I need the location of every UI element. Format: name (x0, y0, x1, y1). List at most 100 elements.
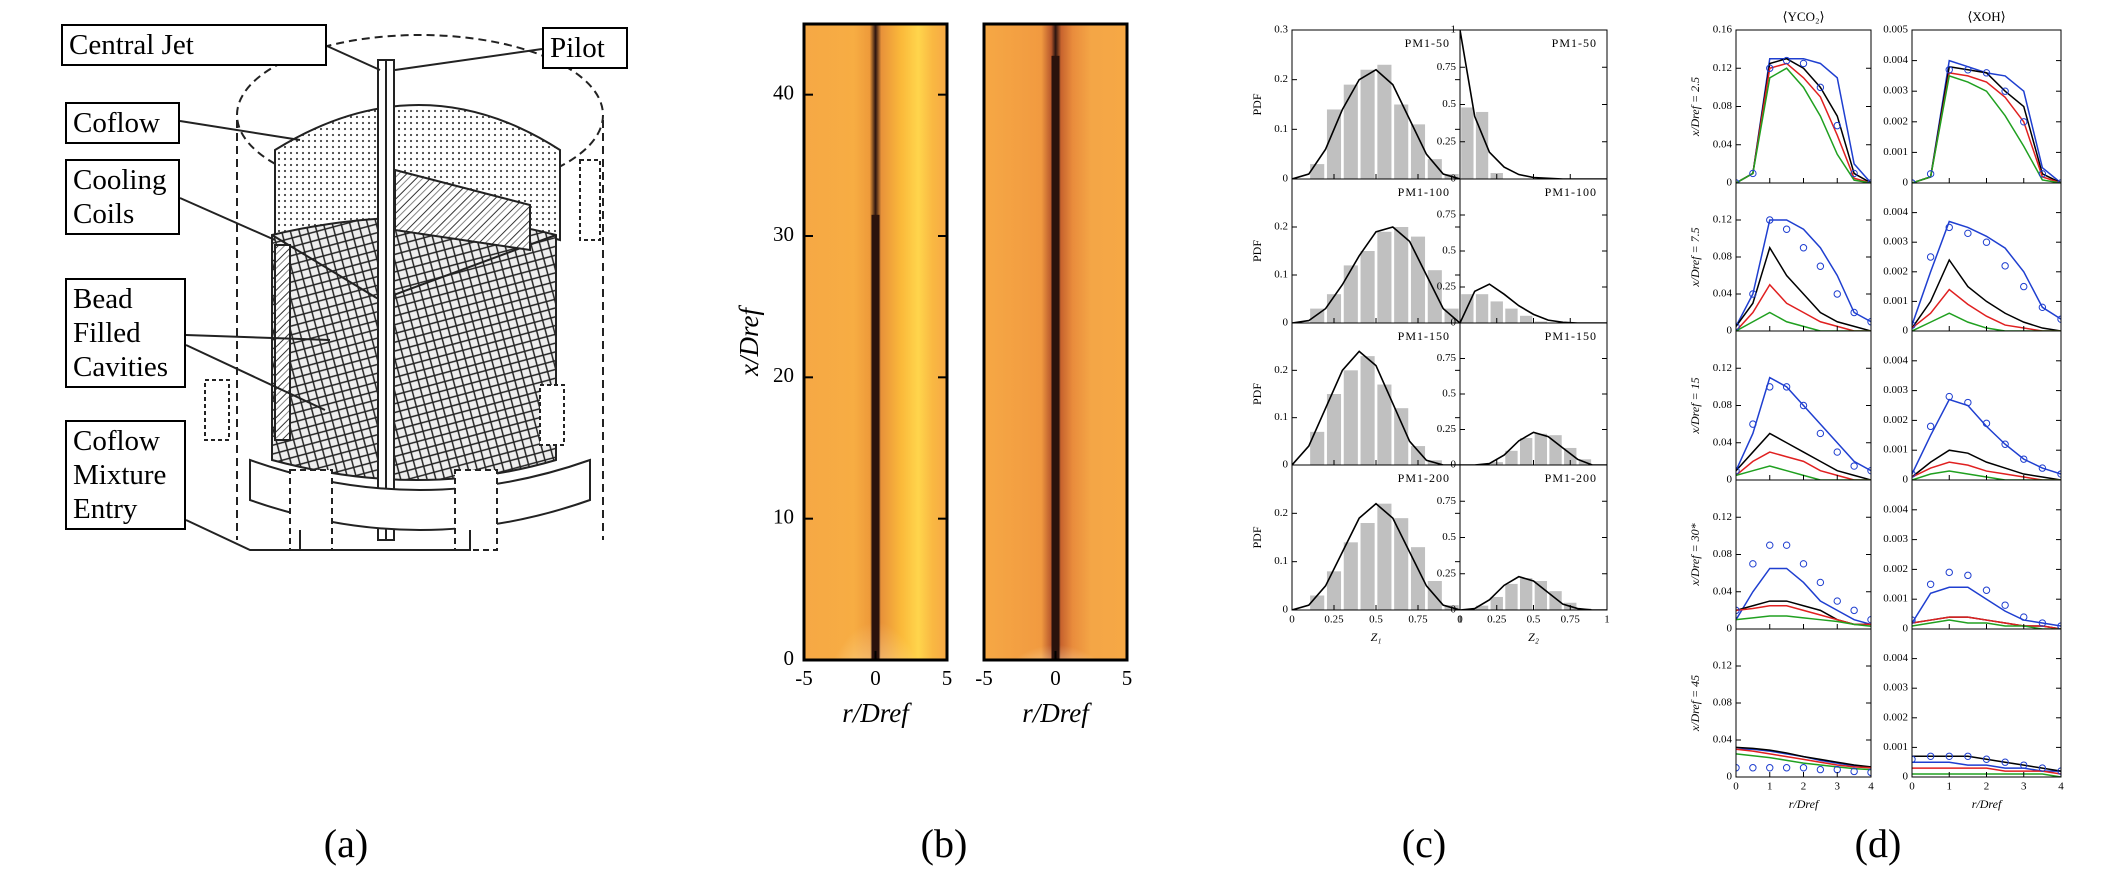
data-point (1833, 597, 1841, 605)
x-tick-label: 0 (1050, 666, 1061, 690)
data-point (1766, 64, 1774, 72)
y-tick-label: 0 (1727, 474, 1733, 486)
plot-area (1736, 746, 1871, 777)
data-point (1850, 462, 1858, 470)
histogram-bar (1475, 605, 1489, 610)
y-tick-label: 0 (1283, 317, 1289, 329)
y-tick-label: 0.1 (1274, 269, 1288, 281)
field-core (871, 214, 880, 660)
histogram-bar (1427, 159, 1442, 179)
subplot-title: PM1-50 (1552, 36, 1597, 50)
x-tick-label: 0.25 (1324, 614, 1344, 626)
pdf-curve (1292, 350, 1460, 465)
pdf-curve (1292, 68, 1460, 179)
y-tick-label: 0.004 (1883, 652, 1908, 664)
series-line (1912, 449, 2061, 480)
subplot-title: PM1-100 (1545, 185, 1597, 199)
label-box: Coflow (65, 102, 180, 144)
y-tick-label: 0.25 (1437, 135, 1457, 147)
histogram-bar (1310, 164, 1325, 179)
series-line (1736, 283, 1871, 331)
data-point (1867, 466, 1871, 475)
plot-frame (1735, 479, 1872, 630)
plot-area (1736, 56, 1871, 183)
subplot: 0 0.1 0.2 0 0.25 0.5 0.75 1 PM1-200 Z₁ PDF (1250, 464, 1463, 644)
data-point (1766, 216, 1774, 224)
series-line (1736, 451, 1871, 480)
x-axis-label: r/Dref (1789, 797, 1820, 811)
field-core (1051, 55, 1060, 660)
y-tick-label: 0.04 (1713, 734, 1733, 746)
burner-schematic (179, 34, 604, 551)
label-box: Coflow Mixture Entry (65, 420, 186, 530)
series-line (1736, 604, 1871, 626)
y-tick-label: 0.003 (1883, 533, 1908, 545)
data-point (2001, 601, 2009, 609)
series-line (1912, 71, 2061, 183)
subplot: 0 0.04 0.08 0.12 0.16 ⟨YCO₂⟩ x/Dref = 2.5 (1688, 9, 1872, 189)
data-point (1749, 169, 1757, 178)
x-tick-label: 0 (1733, 781, 1739, 793)
subplot-title: PM1-100 (1398, 185, 1450, 199)
plot-area (1292, 350, 1460, 465)
data-point (1799, 764, 1808, 772)
data-point (1766, 764, 1774, 772)
series-line (1912, 461, 2061, 480)
data-point (2038, 764, 2047, 772)
histogram-bar (1461, 107, 1474, 179)
y-tick-label: 0.08 (1713, 697, 1733, 709)
x-tick-label: 0 (870, 666, 881, 690)
data-point (1833, 448, 1841, 456)
subplot: 0 0.001 0.002 0.003 0.004 (1883, 182, 2062, 337)
subplot: 0 0.001 0.002 0.003 0.004 0 1 2 3 4 r/Dref (1883, 628, 2064, 811)
data-point (1782, 541, 1791, 549)
series-line (1912, 258, 2061, 331)
data-point (1964, 398, 1972, 407)
x-tick-label: 0.5 (1369, 614, 1383, 626)
data-point (1816, 429, 1825, 438)
x-axis-label: r/Dref (1972, 797, 2003, 811)
subplot: 0 0.04 0.08 0.12 x/Dref = 15 (1688, 330, 1872, 486)
data-point (1782, 764, 1791, 772)
y-tick-label: 0.2 (1274, 221, 1288, 233)
y-tick-label: 1 (1451, 24, 1457, 36)
subplot: 0 0.1 0.2 PM1-150 PDF (1250, 322, 1461, 471)
y-tick-label: 0 (1727, 771, 1733, 783)
data-point (1867, 768, 1871, 777)
data-point (2001, 758, 2009, 766)
data-point (2057, 767, 2061, 775)
subplot-title: ⟨XOH⟩ (1967, 9, 2005, 24)
plot-area (804, 24, 947, 660)
x-tick-label: -5 (795, 666, 813, 690)
data-point (1816, 578, 1825, 587)
data-point (1867, 615, 1871, 624)
y-tick-label: 0.75 (1437, 61, 1457, 73)
x-tick-label: 0 (1909, 781, 1915, 793)
plot-area (1912, 568, 2061, 629)
data-point (1982, 238, 1991, 246)
y-tick-label: 0.2 (1274, 73, 1288, 85)
y-tick-label: 0.1 (1274, 555, 1288, 567)
data-point (1982, 586, 1991, 594)
y-tick-label: 0 (1903, 623, 1909, 635)
y-tick-label: 0 (1903, 177, 1909, 189)
histogram-bar (1519, 578, 1533, 610)
histogram-bar (1360, 251, 1375, 323)
x-tick-label: -5 (975, 666, 993, 690)
y-tick-label: 0.002 (1883, 414, 1908, 426)
data-point (1799, 244, 1808, 252)
y-tick-label: 0.002 (1883, 115, 1908, 127)
series-line (1912, 586, 2061, 627)
y-tick-label: 0.004 (1883, 54, 1908, 66)
pdf-curve (1460, 575, 1607, 610)
series-line (1736, 432, 1871, 480)
x-tick-label: 4 (1868, 781, 1874, 793)
data-point (1799, 401, 1808, 410)
y-tick-label: 0.2 (1274, 364, 1288, 376)
y-tick-label: 0.5 (1442, 531, 1456, 543)
data-point (2020, 118, 2028, 126)
y-tick-label: 0.004 (1883, 206, 1908, 218)
series-line (1912, 74, 2061, 183)
